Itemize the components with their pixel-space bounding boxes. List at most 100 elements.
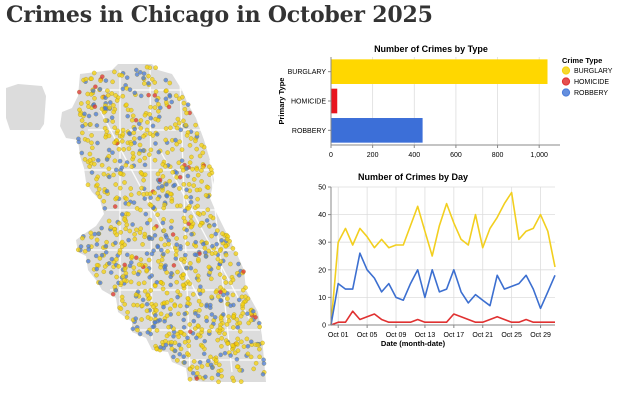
crime-point — [236, 273, 242, 278]
crime-point — [80, 123, 85, 129]
crime-point — [185, 351, 190, 356]
crime-point — [174, 236, 179, 241]
crime-point — [209, 312, 215, 317]
crime-point — [210, 365, 215, 370]
crime-point — [169, 340, 174, 345]
crime-point — [82, 249, 88, 254]
crime-point — [101, 199, 107, 204]
crime-point — [212, 315, 218, 320]
crime-point — [144, 308, 150, 314]
crime-point — [141, 280, 147, 286]
crime-point — [239, 294, 245, 300]
crime-point — [156, 109, 161, 114]
crime-point — [235, 325, 241, 330]
crime-point — [77, 112, 83, 117]
crime-point — [87, 158, 93, 163]
crime-point — [119, 73, 125, 78]
crime-point — [93, 111, 99, 117]
crime-point — [187, 322, 192, 327]
crime-point — [216, 294, 221, 299]
crime-point — [257, 324, 262, 330]
crime-point — [119, 239, 125, 245]
crime-point — [140, 242, 145, 247]
crime-point — [99, 162, 105, 168]
crime-point — [101, 171, 107, 177]
crime-point — [168, 282, 173, 288]
crime-point — [198, 284, 203, 289]
crime-point — [136, 151, 142, 156]
crime-point — [240, 287, 246, 293]
crime-point — [79, 101, 84, 106]
crime-point — [234, 341, 239, 346]
crime-point — [179, 147, 185, 152]
crime-point — [237, 320, 243, 326]
crime-point — [109, 256, 115, 262]
crime-point — [208, 354, 213, 360]
crime-point — [173, 137, 178, 143]
crime-point — [135, 271, 141, 277]
crime-point — [218, 298, 223, 303]
crime-point — [136, 281, 142, 286]
crime-point — [112, 69, 117, 75]
crime-point — [145, 330, 151, 335]
crime-point — [192, 252, 198, 257]
crime-point — [148, 147, 154, 153]
crime-point — [182, 339, 188, 345]
crime-point — [179, 158, 185, 163]
crime-point — [142, 162, 148, 168]
crime-point — [163, 342, 169, 348]
crime-point — [181, 317, 186, 323]
crime-point — [177, 139, 182, 144]
page-title: Crimes in Chicago in October 2025 — [6, 2, 433, 28]
crime-point — [168, 125, 173, 131]
crime-point — [106, 218, 112, 224]
ohare-area — [6, 84, 46, 130]
crime-point — [137, 135, 142, 141]
crime-point — [120, 93, 126, 99]
crime-point — [207, 172, 212, 177]
crime-point — [164, 300, 170, 305]
crime-point — [161, 251, 166, 257]
crime-point — [158, 280, 164, 285]
crime-point — [120, 212, 125, 217]
crime-point — [212, 222, 217, 228]
crime-point — [180, 94, 185, 100]
crime-point — [162, 242, 168, 248]
crime-point — [137, 158, 143, 163]
crime-point — [102, 206, 108, 211]
crime-point — [217, 325, 223, 331]
crime-point — [155, 171, 161, 177]
crime-point — [172, 182, 177, 188]
crime-point — [163, 126, 169, 131]
crime-point — [94, 262, 100, 268]
crime-point — [184, 187, 189, 193]
crime-point — [216, 265, 221, 270]
crime-point — [199, 142, 204, 148]
crime-point — [138, 125, 144, 131]
crime-point — [177, 186, 182, 191]
crime-point — [94, 176, 99, 182]
crime-point — [199, 327, 205, 332]
crime-point — [204, 318, 209, 324]
crime-point — [85, 100, 91, 105]
crime-point — [257, 354, 262, 360]
crime-point — [112, 140, 117, 145]
crime-point — [178, 257, 184, 262]
crime-point — [216, 379, 221, 385]
crime-point — [164, 182, 169, 187]
crime-point — [182, 106, 188, 112]
crime-point — [103, 78, 109, 83]
crime-point — [112, 158, 118, 164]
crime-point — [152, 157, 158, 163]
crime-point — [226, 318, 232, 324]
crime-point — [148, 115, 154, 121]
crime-point — [165, 249, 170, 254]
crime-point — [181, 182, 187, 187]
crime-point — [129, 254, 135, 259]
crime-point — [103, 118, 108, 123]
crime-point — [221, 312, 226, 317]
crime-point — [124, 102, 129, 108]
crime-point — [92, 96, 97, 101]
crime-point — [203, 193, 209, 198]
crime-point — [127, 87, 133, 92]
